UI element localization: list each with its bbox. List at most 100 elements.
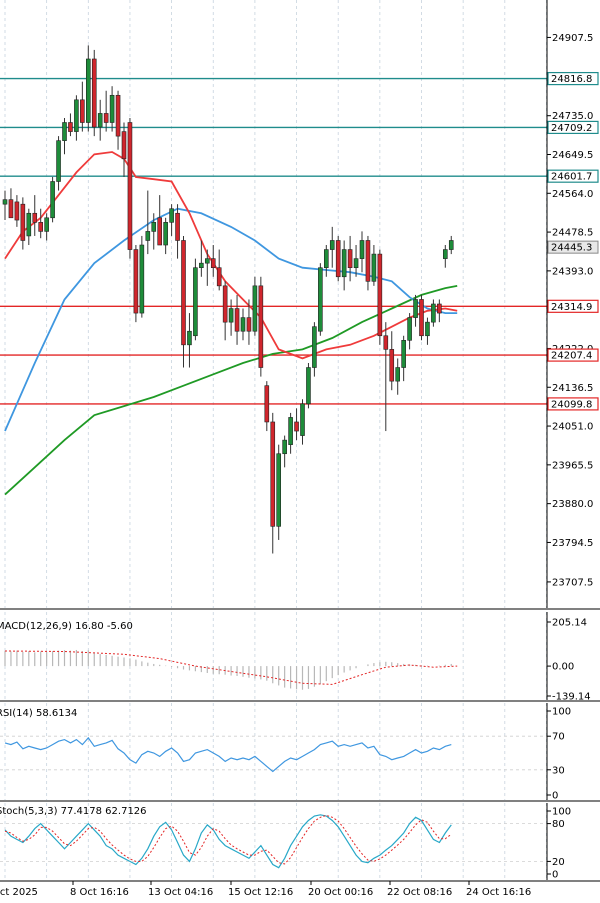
level-label: 24314.9 (551, 302, 592, 313)
candle[interactable] (127, 117, 133, 259)
price-tick-label: 24136.5 (552, 383, 593, 394)
candle[interactable] (329, 226, 335, 268)
candle[interactable] (74, 95, 79, 141)
candle[interactable] (38, 208, 44, 239)
candle[interactable] (145, 190, 151, 255)
candle[interactable] (199, 240, 204, 277)
candle[interactable] (246, 299, 252, 345)
candle[interactable] (431, 299, 436, 327)
stoch-tick-label: 80 (552, 819, 565, 830)
candle-body (151, 222, 157, 232)
candle[interactable] (109, 86, 115, 132)
candle-body (169, 208, 174, 223)
candle-body (318, 267, 323, 332)
candle[interactable] (437, 299, 442, 323)
candle[interactable] (14, 195, 20, 227)
candle[interactable] (8, 188, 14, 219)
stoch-tick-label: 0 (552, 870, 558, 881)
level-label: 24207.4 (551, 351, 592, 362)
candle[interactable] (276, 444, 282, 540)
candle-body (329, 240, 335, 250)
candle[interactable] (341, 240, 347, 291)
candle[interactable] (175, 204, 180, 259)
candle[interactable] (300, 399, 305, 445)
price-panel[interactable]: 24907.5 24735.0 24649.5 24564.0 24478.5 24393… (0, 33, 599, 588)
time-tick-label: 24 Oct 16:16 (466, 887, 531, 898)
candle[interactable] (234, 294, 240, 345)
candle[interactable] (395, 358, 401, 395)
candle[interactable] (62, 117, 67, 155)
candle[interactable] (121, 122, 127, 177)
candle[interactable] (270, 412, 276, 554)
candle[interactable] (50, 176, 55, 223)
candle[interactable] (347, 235, 353, 282)
candle[interactable] (193, 258, 198, 341)
candle[interactable] (240, 308, 246, 341)
candle[interactable] (151, 213, 157, 250)
candle[interactable] (91, 49, 97, 137)
candle[interactable] (80, 81, 85, 132)
candle-body (431, 303, 436, 323)
candle[interactable] (318, 263, 323, 336)
candle[interactable] (401, 335, 406, 382)
stoch-tick-label: 100 (552, 807, 571, 818)
candle[interactable] (2, 190, 8, 221)
candle[interactable] (32, 195, 38, 236)
candle[interactable] (163, 217, 168, 255)
candle[interactable] (26, 208, 32, 246)
candle[interactable] (442, 245, 448, 268)
candle-body (62, 122, 67, 141)
candle[interactable] (222, 281, 228, 341)
candle[interactable] (365, 235, 371, 291)
candle[interactable] (97, 99, 103, 141)
candle[interactable] (371, 245, 377, 286)
candle[interactable] (425, 317, 430, 345)
candle[interactable] (68, 113, 73, 137)
candle[interactable] (353, 245, 359, 277)
candle[interactable] (419, 294, 424, 341)
candle[interactable] (407, 313, 412, 350)
candle[interactable] (448, 235, 454, 255)
candle-body (163, 222, 168, 246)
candle[interactable] (169, 204, 174, 236)
candle-body (442, 249, 448, 259)
candle-body (139, 244, 145, 314)
candle[interactable] (288, 412, 293, 454)
candle[interactable] (323, 245, 329, 277)
candle[interactable] (103, 90, 109, 132)
candle-body (216, 267, 222, 287)
candle[interactable] (86, 45, 91, 132)
candle-body (91, 58, 97, 128)
candle-body (365, 240, 371, 282)
candle[interactable] (205, 249, 210, 286)
candle-body (425, 321, 430, 337)
candle[interactable] (294, 408, 299, 441)
candle[interactable] (139, 235, 145, 318)
candle[interactable] (115, 90, 121, 150)
candle[interactable] (210, 245, 216, 277)
candle[interactable] (258, 276, 264, 377)
candle[interactable] (312, 322, 317, 377)
candle[interactable] (282, 435, 287, 468)
candle[interactable] (252, 276, 258, 336)
candle[interactable] (306, 362, 311, 409)
candle[interactable] (359, 231, 365, 273)
candle[interactable] (377, 249, 383, 345)
candle[interactable] (181, 235, 186, 368)
candle[interactable] (228, 299, 234, 336)
candle[interactable] (335, 235, 341, 282)
candle[interactable] (187, 313, 192, 368)
candle[interactable] (264, 381, 270, 432)
candle[interactable] (389, 331, 395, 391)
candle[interactable] (133, 245, 139, 323)
candle[interactable] (383, 322, 389, 432)
candle[interactable] (413, 294, 418, 327)
candle[interactable] (157, 195, 162, 246)
candle[interactable] (216, 249, 222, 291)
candle[interactable] (44, 213, 49, 241)
candle[interactable] (56, 136, 61, 191)
level-badge (547, 348, 599, 362)
level-label: 24816.8 (551, 74, 592, 85)
candle[interactable] (20, 197, 26, 250)
